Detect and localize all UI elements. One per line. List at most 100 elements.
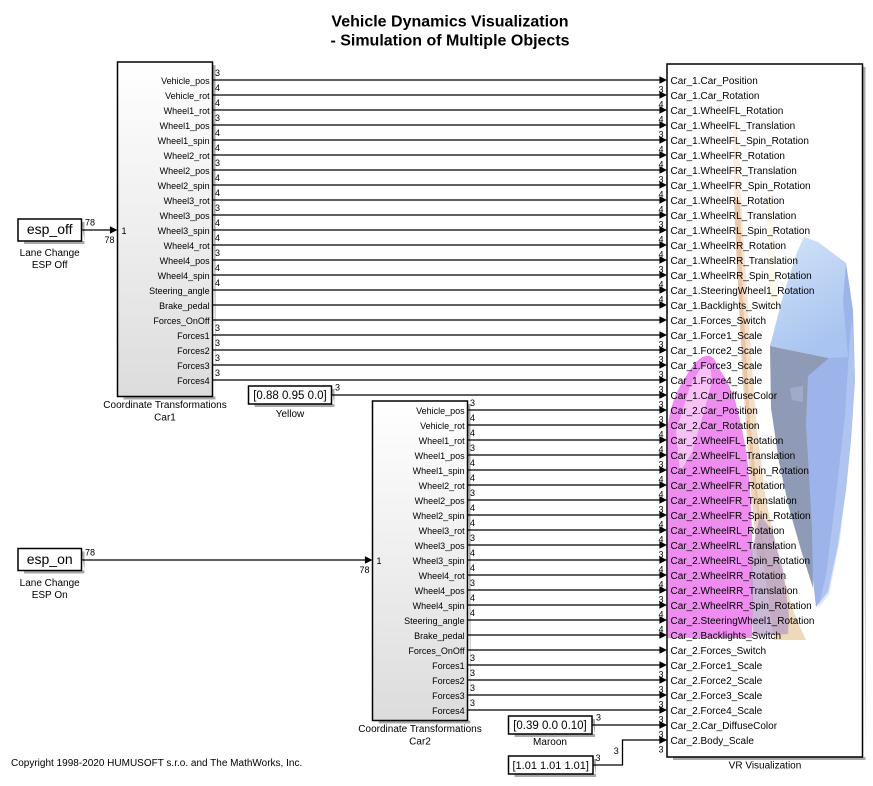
svg-text:Forces2: Forces2 bbox=[432, 676, 465, 686]
svg-text:Car_1.Forces_Switch: Car_1.Forces_Switch bbox=[671, 316, 767, 327]
svg-text:Car_1.WheelRR_Translation: Car_1.WheelRR_Translation bbox=[671, 256, 798, 267]
svg-text:78: 78 bbox=[104, 235, 114, 245]
svg-text:Car_1.Force1_Scale: Car_1.Force1_Scale bbox=[671, 331, 763, 342]
svg-text:4: 4 bbox=[470, 473, 475, 483]
svg-text:4: 4 bbox=[215, 98, 220, 108]
svg-text:78: 78 bbox=[359, 565, 369, 575]
svg-text:3: 3 bbox=[658, 745, 663, 755]
svg-text:Wheel4_rot: Wheel4_rot bbox=[419, 571, 466, 581]
svg-text:3: 3 bbox=[215, 368, 220, 378]
svg-text:3: 3 bbox=[658, 715, 663, 725]
svg-text:3: 3 bbox=[596, 753, 601, 763]
svg-text:Wheel4_spin: Wheel4_spin bbox=[158, 271, 210, 281]
svg-text:Maroon: Maroon bbox=[533, 737, 567, 748]
svg-text:4: 4 bbox=[215, 188, 220, 198]
svg-text:3: 3 bbox=[658, 220, 663, 230]
svg-text:Car_1.WheelRL_Rotation: Car_1.WheelRL_Rotation bbox=[671, 196, 785, 207]
svg-text:Brake_pedal: Brake_pedal bbox=[159, 301, 210, 311]
svg-text:4: 4 bbox=[658, 160, 663, 170]
svg-text:4: 4 bbox=[658, 145, 663, 155]
svg-text:Wheel3_pos: Wheel3_pos bbox=[415, 541, 466, 551]
svg-text:3: 3 bbox=[658, 130, 663, 140]
svg-text:3: 3 bbox=[658, 460, 663, 470]
svg-text:3: 3 bbox=[470, 683, 475, 693]
svg-text:3: 3 bbox=[658, 670, 663, 680]
svg-text:Car_2.WheelFL_Spin_Rotation: Car_2.WheelFL_Spin_Rotation bbox=[671, 466, 809, 477]
svg-text:3: 3 bbox=[470, 653, 475, 663]
svg-text:[1.01 1.01 1.01]: [1.01 1.01 1.01] bbox=[512, 760, 588, 772]
svg-text:4: 4 bbox=[658, 580, 663, 590]
svg-text:Wheel2_spin: Wheel2_spin bbox=[413, 511, 465, 521]
svg-text:Wheel4_pos: Wheel4_pos bbox=[160, 256, 211, 266]
svg-text:Wheel2_pos: Wheel2_pos bbox=[415, 496, 466, 506]
svg-text:Forces3: Forces3 bbox=[177, 361, 210, 371]
svg-text:Car_2.Forces_Switch: Car_2.Forces_Switch bbox=[671, 646, 767, 657]
svg-text:3: 3 bbox=[470, 533, 475, 543]
svg-text:3: 3 bbox=[470, 488, 475, 498]
svg-text:Wheel3_rot: Wheel3_rot bbox=[164, 196, 211, 206]
svg-text:Wheel3_spin: Wheel3_spin bbox=[413, 556, 465, 566]
svg-text:Car_2.Force2_Scale: Car_2.Force2_Scale bbox=[671, 676, 763, 687]
svg-text:3: 3 bbox=[335, 383, 340, 393]
svg-text:4: 4 bbox=[658, 610, 663, 620]
svg-text:Car_2.Force1_Scale: Car_2.Force1_Scale bbox=[671, 661, 763, 672]
svg-text:4: 4 bbox=[215, 263, 220, 273]
svg-text:Forces1: Forces1 bbox=[432, 661, 465, 671]
svg-text:Lane Change: Lane Change bbox=[20, 248, 80, 259]
svg-text:3: 3 bbox=[658, 400, 663, 410]
svg-text:3: 3 bbox=[658, 85, 663, 95]
svg-text:Forces_OnOff: Forces_OnOff bbox=[153, 316, 210, 326]
svg-text:Wheel3_spin: Wheel3_spin bbox=[158, 226, 210, 236]
svg-text:Coordinate Transformations: Coordinate Transformations bbox=[103, 400, 226, 411]
svg-text:4: 4 bbox=[470, 563, 475, 573]
svg-text:Vehicle_pos: Vehicle_pos bbox=[161, 76, 210, 86]
svg-text:Steering_angle: Steering_angle bbox=[149, 286, 210, 296]
svg-text:4: 4 bbox=[658, 520, 663, 530]
svg-text:1: 1 bbox=[377, 556, 382, 566]
svg-text:[0.88 0.95 0.0]: [0.88 0.95 0.0] bbox=[253, 390, 327, 402]
svg-text:3: 3 bbox=[614, 746, 619, 756]
svg-text:Car_2.WheelRL_Translation: Car_2.WheelRL_Translation bbox=[671, 541, 797, 552]
svg-text:4: 4 bbox=[658, 535, 663, 545]
svg-text:Car_1.WheelRR_Spin_Rotation: Car_1.WheelRR_Spin_Rotation bbox=[671, 271, 812, 282]
svg-text:Vehicle_rot: Vehicle_rot bbox=[420, 421, 465, 431]
svg-text:Wheel4_rot: Wheel4_rot bbox=[164, 241, 211, 251]
svg-text:3: 3 bbox=[658, 550, 663, 560]
svg-text:Forces3: Forces3 bbox=[432, 691, 465, 701]
svg-text:Copyright 1998-2020 HUMUSOFT s: Copyright 1998-2020 HUMUSOFT s.r.o. and … bbox=[11, 758, 302, 769]
svg-text:1: 1 bbox=[122, 226, 127, 236]
svg-text:Car_2.WheelRL_Spin_Rotation: Car_2.WheelRL_Spin_Rotation bbox=[671, 556, 811, 567]
svg-text:Car_2.WheelRR_Spin_Rotation: Car_2.WheelRR_Spin_Rotation bbox=[671, 601, 812, 612]
svg-text:4: 4 bbox=[658, 235, 663, 245]
svg-text:4: 4 bbox=[658, 430, 663, 440]
svg-text:4: 4 bbox=[215, 233, 220, 243]
svg-text:Brake_pedal: Brake_pedal bbox=[414, 631, 465, 641]
svg-text:esp_off: esp_off bbox=[27, 221, 73, 237]
svg-text:3: 3 bbox=[470, 578, 475, 588]
svg-text:Car_1.WheelRR_Rotation: Car_1.WheelRR_Rotation bbox=[671, 241, 787, 252]
svg-text:3: 3 bbox=[215, 203, 220, 213]
svg-text:4: 4 bbox=[658, 250, 663, 260]
svg-text:3: 3 bbox=[658, 730, 663, 740]
svg-text:4: 4 bbox=[470, 458, 475, 468]
svg-text:3: 3 bbox=[215, 353, 220, 363]
svg-text:Wheel2_rot: Wheel2_rot bbox=[419, 481, 466, 491]
svg-text:Wheel4_pos: Wheel4_pos bbox=[415, 586, 466, 596]
svg-text:Car_1.WheelRL_Spin_Rotation: Car_1.WheelRL_Spin_Rotation bbox=[671, 226, 811, 237]
svg-text:Car_1.WheelFR_Translation: Car_1.WheelFR_Translation bbox=[671, 166, 797, 177]
svg-text:Car_2.WheelFL_Rotation: Car_2.WheelFL_Rotation bbox=[671, 436, 784, 447]
svg-text:4: 4 bbox=[658, 445, 663, 455]
svg-text:Wheel1_spin: Wheel1_spin bbox=[158, 136, 210, 146]
svg-text:4: 4 bbox=[215, 173, 220, 183]
svg-text:Car_1.WheelFL_Spin_Rotation: Car_1.WheelFL_Spin_Rotation bbox=[671, 136, 809, 147]
svg-text:Forces2: Forces2 bbox=[177, 346, 210, 356]
svg-text:Car_2.Backlights_Switch: Car_2.Backlights_Switch bbox=[671, 631, 782, 642]
svg-text:Car_1.WheelFR_Spin_Rotation: Car_1.WheelFR_Spin_Rotation bbox=[671, 181, 811, 192]
svg-text:Wheel1_spin: Wheel1_spin bbox=[413, 466, 465, 476]
svg-text:Car_2.WheelFR_Rotation: Car_2.WheelFR_Rotation bbox=[671, 481, 786, 492]
svg-text:4: 4 bbox=[470, 518, 475, 528]
svg-text:[0.39 0.0 0.10]: [0.39 0.0 0.10] bbox=[513, 720, 587, 732]
svg-text:3: 3 bbox=[658, 415, 663, 425]
svg-text:Car_1.WheelFL_Rotation: Car_1.WheelFL_Rotation bbox=[671, 106, 784, 117]
svg-text:Vehicle_rot: Vehicle_rot bbox=[165, 91, 210, 101]
